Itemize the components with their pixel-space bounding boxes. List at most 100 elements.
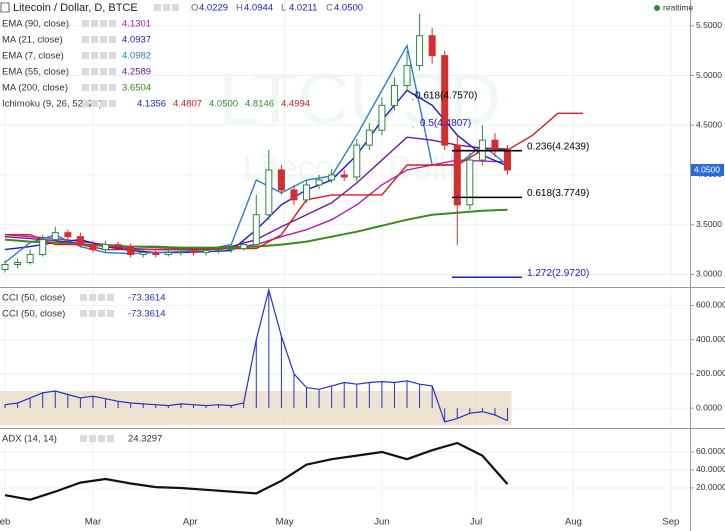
candle-body <box>127 246 135 256</box>
legend-name: EMA (7, close) <box>2 51 64 62</box>
legend-value: 4.1301 <box>122 19 151 30</box>
cci-line <box>4 287 508 423</box>
x-tick-label: May <box>276 517 294 528</box>
y-tick-label: 600.0000 <box>696 300 725 310</box>
legend-icon <box>82 100 89 107</box>
legend-value: 4.8146 <box>245 99 274 110</box>
legend-icon <box>109 68 116 75</box>
candle-body <box>39 239 47 256</box>
candle-body <box>152 252 160 256</box>
candle-body <box>240 244 248 250</box>
legend-icon <box>82 36 89 43</box>
legend-icon <box>89 294 96 301</box>
ohlc-key: O <box>191 3 198 14</box>
y-tick-label: 20.0000 <box>696 482 725 492</box>
y-tick-label: 0.0000 <box>696 402 722 412</box>
candle-body <box>403 65 411 86</box>
ohlc-key: C <box>326 3 333 14</box>
candle-body <box>189 251 197 254</box>
candle-body <box>89 244 97 251</box>
candle-body <box>378 104 386 131</box>
legend-icon <box>109 20 116 27</box>
y-tick-label: 5.0000 <box>696 70 722 80</box>
header-icon <box>172 4 179 11</box>
legend-name: CCI (50, close) <box>2 309 65 320</box>
legend-icon <box>82 20 89 27</box>
candle-body <box>277 169 285 191</box>
candle-body <box>315 179 323 186</box>
y-tick-label: 3.0000 <box>696 269 722 279</box>
ohlc-value: 4.0944 <box>244 3 273 14</box>
candle-body <box>202 250 210 254</box>
legend-icon <box>100 52 107 59</box>
legend-name: EMA (55, close) <box>2 67 69 78</box>
legend-name: ADX (14, 14) <box>2 434 57 445</box>
legend-value: -73.3614 <box>128 309 166 320</box>
ohlc-key: L <box>281 3 286 14</box>
legend-icon <box>89 310 96 317</box>
legend-icon <box>91 20 98 27</box>
y-tick-label: 5.5000 <box>696 20 722 30</box>
symbol-title: Litecoin / Dollar, D, BTCE <box>13 2 138 14</box>
legend-icon <box>80 294 87 301</box>
candle-body <box>466 159 474 206</box>
candle-body <box>177 251 185 254</box>
legend-name: EMA (90, close) <box>2 19 69 30</box>
legend-value: -73.3614 <box>128 293 166 304</box>
legend-icon <box>100 84 107 91</box>
fib-label: 0.5(4.4807) <box>420 118 471 129</box>
y-tick-label: 3.5000 <box>696 219 722 229</box>
legend-icon <box>82 84 89 91</box>
ohlc-value: 4.0229 <box>199 3 228 14</box>
legend-name: Ichimoku (9, 26, 52, 26) <box>2 99 102 110</box>
fib-label: 1.272(2.9720) <box>527 268 589 279</box>
candle-body <box>164 252 172 256</box>
indicator-line <box>4 43 508 264</box>
legend-icon <box>98 310 105 317</box>
legend-icon <box>109 100 116 107</box>
legend-icon <box>98 294 105 301</box>
legend-icon <box>109 36 116 43</box>
legend-icon <box>107 310 114 317</box>
fib-label: 0.236(4.2439) <box>527 141 589 152</box>
cci-band <box>0 391 512 426</box>
legend-icon <box>100 20 107 27</box>
candle-body <box>416 35 424 67</box>
price-tag-label: 4.0500 <box>694 164 720 174</box>
x-tick-label: Jun <box>374 517 389 528</box>
header-icon <box>163 4 170 11</box>
candle-body <box>491 139 499 151</box>
candle-body <box>76 236 84 246</box>
candle-body <box>290 189 298 201</box>
candle-body <box>303 184 311 201</box>
candle-body <box>265 169 273 216</box>
legend-name: CCI (50, close) <box>2 293 65 304</box>
candle-body <box>252 214 260 246</box>
y-tick-label: 60.0000 <box>696 446 725 456</box>
candle-body <box>390 84 398 106</box>
candle-body <box>353 144 361 178</box>
candle-body <box>114 244 122 248</box>
legend-value: 4.2589 <box>122 67 151 78</box>
candle-body <box>504 149 512 171</box>
legend-name: MA (21, close) <box>2 35 63 46</box>
candle-body <box>441 55 449 146</box>
candle-body <box>453 144 461 206</box>
legend-icon <box>107 294 114 301</box>
legend-icon <box>89 435 96 442</box>
legend-icon <box>91 68 98 75</box>
legend-value: 4.0937 <box>122 35 151 46</box>
candle-body <box>51 232 59 241</box>
legend-icon <box>100 100 107 107</box>
watermark: LTCUSD <box>219 60 502 140</box>
y-tick-label: 4.5000 <box>696 119 722 129</box>
candle-body <box>102 244 110 251</box>
x-tick-label: Sep <box>662 517 679 528</box>
legend-value: 3.6504 <box>122 83 151 94</box>
legend-icon <box>82 52 89 59</box>
candle-body <box>365 129 373 146</box>
legend-icon <box>109 52 116 59</box>
